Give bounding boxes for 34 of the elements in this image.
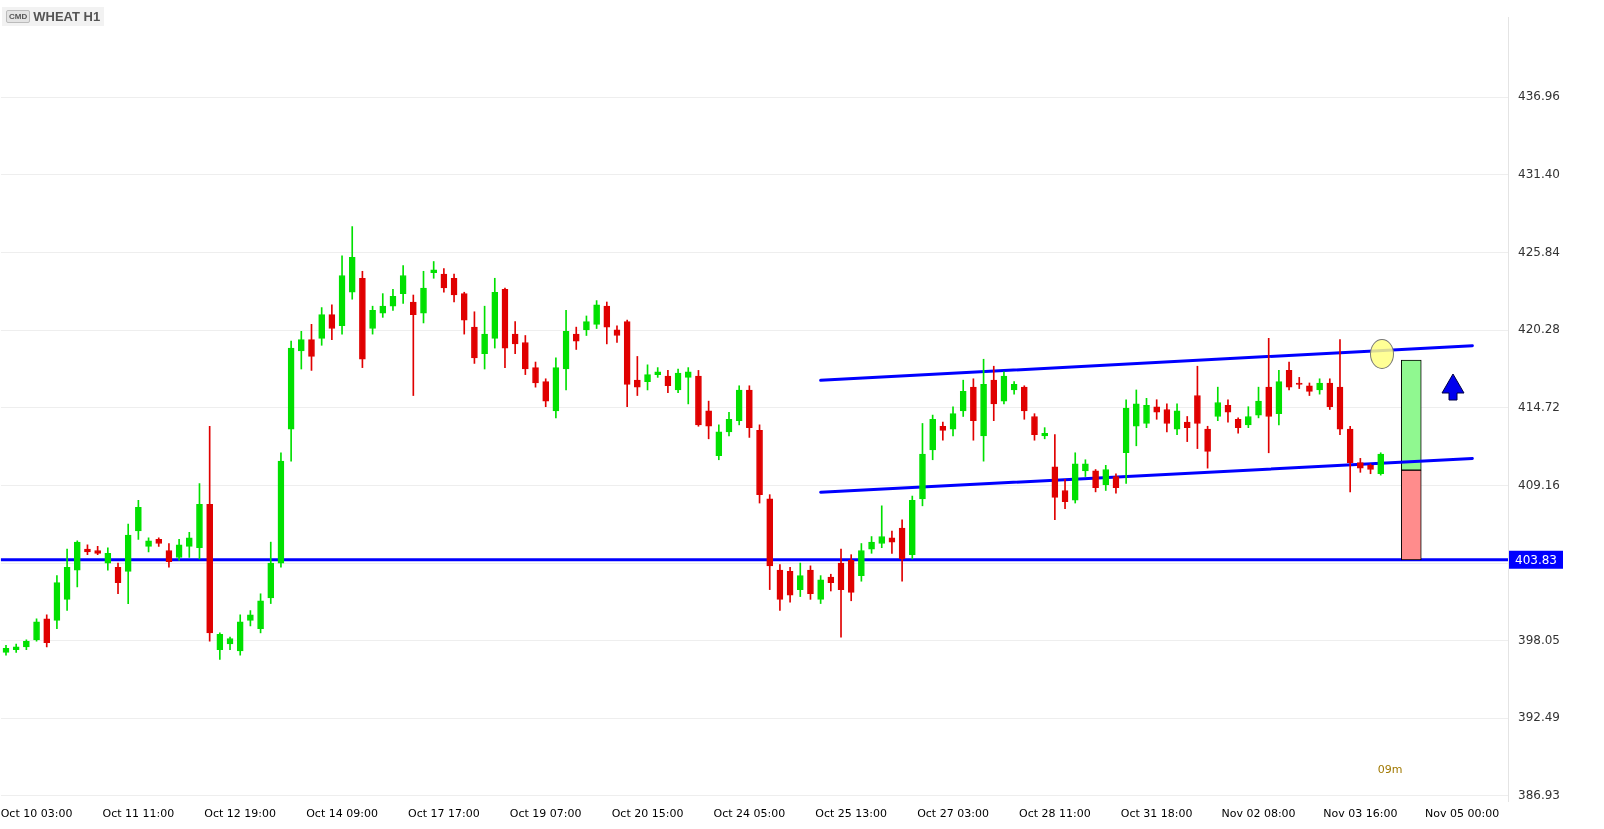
y-tick-label: 392.49: [1518, 710, 1560, 725]
x-tick-label: Oct 25 13:00: [815, 807, 888, 821]
candlestick: [684, 367, 692, 405]
candlestick: [1295, 377, 1303, 389]
x-tick-label: Oct 20 15:00: [611, 807, 684, 821]
x-tick-label: Oct 11 11:00: [102, 807, 175, 821]
x-tick-label: Oct 24 05:00: [713, 807, 786, 821]
x-tick-label: Nov 05 00:00: [1425, 807, 1500, 821]
candlestick: [939, 421, 947, 441]
y-tick-label: 414.72: [1518, 399, 1560, 414]
y-tick-label: 398.05: [1518, 632, 1560, 647]
x-tick-label: Oct 27 03:00: [917, 807, 989, 821]
candlestick: [1183, 416, 1191, 442]
annotation: CMD: [6, 10, 31, 23]
y-tick-label: 431.40: [1518, 167, 1560, 182]
x-tick-label: Oct 17 17:00: [408, 807, 480, 821]
y-tick-label: 386.93: [1518, 787, 1560, 802]
x-tick-label: Oct 19 07:00: [509, 807, 582, 821]
x-tick-label: Nov 03 16:00: [1323, 807, 1398, 821]
y-tick-label: 436.96: [1518, 89, 1560, 104]
x-tick-label: Oct 10 03:00: [0, 807, 73, 821]
candlestick: [409, 294, 417, 396]
candlestick: [878, 505, 886, 549]
annotation: 09m: [1377, 762, 1403, 776]
y-tick-label: 409.16: [1518, 477, 1560, 492]
chart-title: WHEAT H1: [33, 9, 101, 24]
x-tick-label: Oct 28 11:00: [1018, 807, 1091, 821]
ref-line-label: 403.83: [1515, 552, 1557, 567]
x-tick-label: Oct 12 19:00: [204, 807, 277, 821]
y-tick-label: 420.28: [1518, 322, 1560, 337]
y-tick-label: 425.84: [1518, 244, 1560, 259]
x-tick-label: Oct 14 09:00: [306, 807, 378, 821]
x-tick-label: Nov 02 08:00: [1221, 807, 1296, 821]
x-tick-label: Oct 31 18:00: [1120, 807, 1193, 821]
